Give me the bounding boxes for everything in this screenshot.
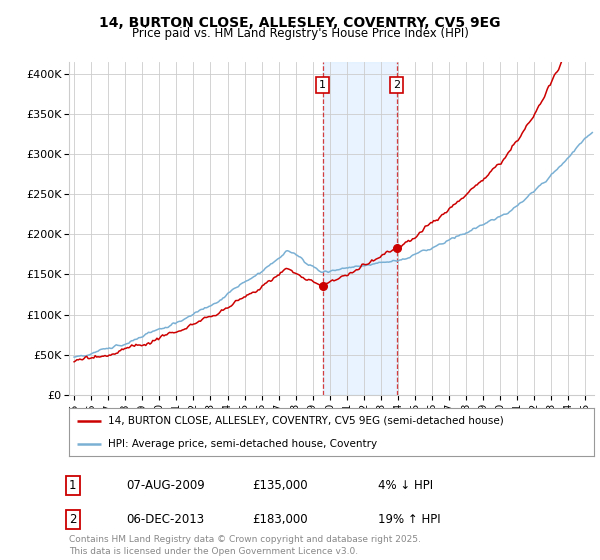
Bar bbox=[323, 62, 397, 395]
Text: 06-DEC-2013: 06-DEC-2013 bbox=[126, 513, 204, 526]
Text: 2: 2 bbox=[393, 80, 400, 90]
Text: 1: 1 bbox=[319, 80, 326, 90]
Text: 4% ↓ HPI: 4% ↓ HPI bbox=[378, 479, 433, 492]
Text: HPI: Average price, semi-detached house, Coventry: HPI: Average price, semi-detached house,… bbox=[109, 438, 377, 449]
Text: 1: 1 bbox=[69, 479, 77, 492]
Text: Price paid vs. HM Land Registry's House Price Index (HPI): Price paid vs. HM Land Registry's House … bbox=[131, 27, 469, 40]
Text: 14, BURTON CLOSE, ALLESLEY, COVENTRY, CV5 9EG (semi-detached house): 14, BURTON CLOSE, ALLESLEY, COVENTRY, CV… bbox=[109, 416, 504, 426]
Text: 2: 2 bbox=[69, 513, 77, 526]
Text: £135,000: £135,000 bbox=[252, 479, 308, 492]
Text: 14, BURTON CLOSE, ALLESLEY, COVENTRY, CV5 9EG: 14, BURTON CLOSE, ALLESLEY, COVENTRY, CV… bbox=[99, 16, 501, 30]
Text: 07-AUG-2009: 07-AUG-2009 bbox=[126, 479, 205, 492]
Text: 19% ↑ HPI: 19% ↑ HPI bbox=[378, 513, 440, 526]
Text: £183,000: £183,000 bbox=[252, 513, 308, 526]
Text: Contains HM Land Registry data © Crown copyright and database right 2025.
This d: Contains HM Land Registry data © Crown c… bbox=[69, 535, 421, 556]
